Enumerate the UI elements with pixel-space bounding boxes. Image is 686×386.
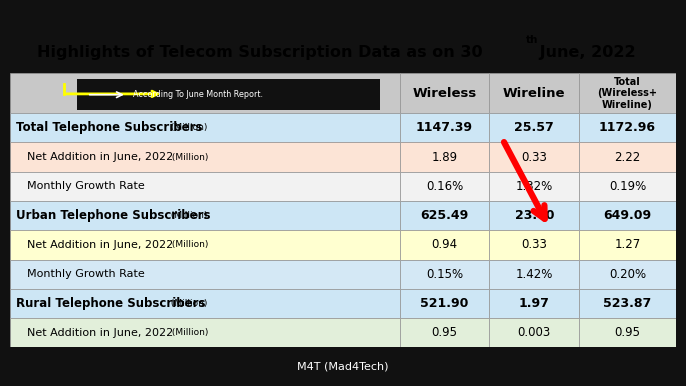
Text: 1147.39: 1147.39: [416, 121, 473, 134]
Text: Total Telephone Subscribers: Total Telephone Subscribers: [16, 121, 202, 134]
Bar: [489, 201, 579, 230]
Text: Net Addition in June, 2022: Net Addition in June, 2022: [27, 152, 173, 162]
Text: th: th: [526, 35, 539, 45]
Bar: [579, 201, 676, 230]
Text: 23.60: 23.60: [514, 209, 554, 222]
Bar: [399, 259, 489, 289]
Bar: [399, 113, 489, 142]
Bar: [579, 142, 676, 172]
Text: Rural Telephone Subscribers: Rural Telephone Subscribers: [16, 297, 205, 310]
Text: According To June Month Report.: According To June Month Report.: [133, 90, 263, 99]
Bar: [399, 230, 489, 259]
Text: Net Addition in June, 2022: Net Addition in June, 2022: [27, 240, 173, 250]
Bar: [579, 230, 676, 259]
Text: (Million): (Million): [168, 123, 208, 132]
Text: 0.15%: 0.15%: [426, 267, 463, 281]
Bar: [399, 289, 489, 318]
Bar: [579, 259, 676, 289]
Text: 0.19%: 0.19%: [609, 180, 646, 193]
Bar: [399, 318, 489, 347]
Bar: [10, 113, 399, 142]
Text: Monthly Growth Rate: Monthly Growth Rate: [27, 181, 145, 191]
Text: 625.49: 625.49: [421, 209, 469, 222]
Text: 25.57: 25.57: [514, 121, 554, 134]
Bar: [579, 318, 676, 347]
Text: 0.94: 0.94: [431, 239, 458, 251]
Text: (Million): (Million): [168, 299, 208, 308]
Bar: [579, 289, 676, 318]
Text: 1.27: 1.27: [615, 239, 641, 251]
Text: (Million): (Million): [169, 152, 208, 161]
Bar: [489, 230, 579, 259]
Bar: [399, 73, 489, 113]
Bar: [10, 230, 399, 259]
Text: 1.89: 1.89: [431, 151, 458, 164]
Bar: [10, 201, 399, 230]
Text: 2.22: 2.22: [615, 151, 641, 164]
Bar: [10, 318, 399, 347]
Bar: [489, 113, 579, 142]
Text: June, 2022: June, 2022: [534, 45, 636, 59]
Bar: [10, 73, 399, 113]
Text: Wireless: Wireless: [412, 87, 477, 100]
Text: 1172.96: 1172.96: [599, 121, 656, 134]
Bar: [489, 172, 579, 201]
Text: 0.003: 0.003: [518, 326, 551, 339]
Bar: [10, 259, 399, 289]
Text: 1.97: 1.97: [519, 297, 549, 310]
Text: 0.20%: 0.20%: [609, 267, 646, 281]
Bar: [579, 73, 676, 113]
Bar: [10, 289, 399, 318]
Text: M4T (Mad4Tech): M4T (Mad4Tech): [297, 362, 389, 372]
Text: 1.32%: 1.32%: [516, 180, 553, 193]
Text: 521.90: 521.90: [421, 297, 469, 310]
Text: (Million): (Million): [168, 211, 208, 220]
Text: Highlights of Telecom Subscription Data as on 30: Highlights of Telecom Subscription Data …: [37, 45, 482, 59]
Text: (Million): (Million): [169, 240, 208, 249]
Bar: [10, 142, 399, 172]
Text: 523.87: 523.87: [604, 297, 652, 310]
Text: 649.09: 649.09: [604, 209, 652, 222]
Text: Urban Telephone Subscribers: Urban Telephone Subscribers: [16, 209, 210, 222]
Bar: [489, 289, 579, 318]
Text: 1.42%: 1.42%: [516, 267, 553, 281]
Text: 0.33: 0.33: [521, 151, 547, 164]
Bar: [10, 172, 399, 201]
Bar: [579, 113, 676, 142]
Bar: [489, 142, 579, 172]
Bar: [399, 201, 489, 230]
Bar: [399, 142, 489, 172]
Bar: [579, 172, 676, 201]
Bar: [489, 73, 579, 113]
Text: Monthly Growth Rate: Monthly Growth Rate: [27, 269, 145, 279]
Bar: [399, 172, 489, 201]
Text: 0.16%: 0.16%: [426, 180, 463, 193]
Bar: [489, 259, 579, 289]
Text: Total
(Wireless+
Wireline): Total (Wireless+ Wireline): [598, 76, 657, 110]
Text: 0.95: 0.95: [431, 326, 458, 339]
Bar: [489, 318, 579, 347]
Bar: [77, 80, 379, 110]
Text: Net Addition in June, 2022: Net Addition in June, 2022: [27, 328, 173, 338]
Text: Wireline: Wireline: [503, 87, 565, 100]
Text: 0.95: 0.95: [615, 326, 641, 339]
Text: 0.33: 0.33: [521, 239, 547, 251]
Text: (Million): (Million): [169, 328, 208, 337]
